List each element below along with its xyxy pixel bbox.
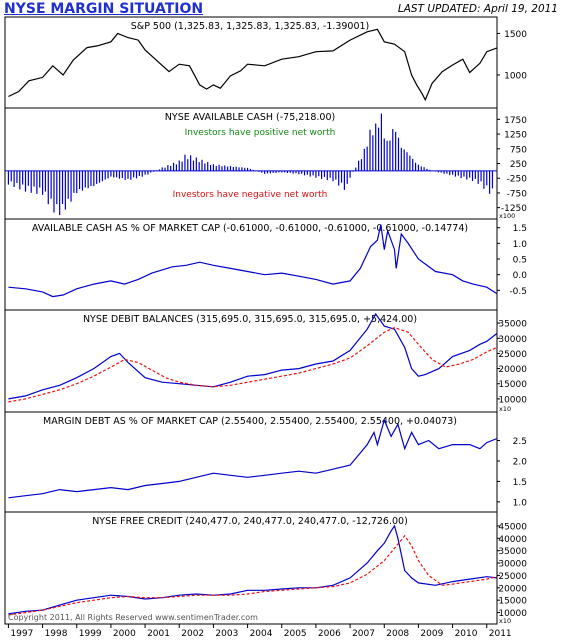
scale-note: x10 — [499, 617, 511, 625]
y-tick-label: 1.0 — [513, 498, 528, 508]
x-tick-label: 1999 — [79, 629, 102, 639]
x-tick-label: 2008 — [386, 629, 409, 639]
y-tick-label: 35000 — [498, 547, 527, 557]
y-tick-label: 20000 — [498, 365, 527, 375]
series-line-debit-balances-1 — [8, 326, 498, 403]
x-tick-label: 2007 — [352, 629, 375, 639]
panel-frame-debit-balances — [4, 309, 498, 413]
y-tick-label: 15000 — [498, 597, 527, 607]
page-title: NYSE MARGIN SITUATION — [4, 1, 204, 17]
series-line-sp500-0 — [8, 28, 498, 102]
y-tick-label: 30000 — [498, 335, 527, 345]
annotation-negative: Investors have negative net worth — [173, 190, 328, 200]
panel-frame-margin-debt-pct — [4, 411, 498, 513]
y-tick-label: 25000 — [498, 572, 527, 582]
y-tick-label: 750 — [510, 145, 527, 155]
y-tick-label: 0.0 — [513, 271, 528, 281]
panel-title-sp500: S&P 500 (1,325.83, 1,325.83, 1,325.83, -… — [131, 21, 370, 32]
last-updated: LAST UPDATED: April 19, 2011 — [398, 3, 558, 15]
panel-title-free-credit: NYSE FREE CREDIT (240,477.0, 240,477.0, … — [92, 516, 408, 527]
scale-note: x10 — [499, 405, 511, 413]
x-tick-label: 2011 — [489, 629, 512, 639]
x-tick-label: 1998 — [45, 629, 68, 639]
x-tick-label: 2010 — [455, 629, 478, 639]
last-updated-label: LAST UPDATED: — [397, 3, 481, 15]
series-line-margin-debt-pct-0 — [8, 418, 498, 499]
x-tick-label: 2002 — [181, 629, 204, 639]
y-tick-label: 1500 — [504, 30, 527, 40]
panel-title-debit-balances: NYSE DEBIT BALANCES (315,695.0, 315,695.… — [83, 314, 417, 325]
y-tick-label: -750 — [507, 189, 528, 199]
y-tick-label: -0.5 — [509, 287, 527, 297]
series-line-free-credit-0 — [8, 524, 498, 615]
y-tick-label: 1.0 — [513, 240, 528, 250]
y-tick-label: 0.5 — [513, 256, 527, 266]
x-tick-label: 2001 — [147, 629, 170, 639]
series-line-debit-balances-0 — [8, 312, 498, 400]
y-tick-label: 15000 — [498, 380, 527, 390]
x-tick-label: 2009 — [420, 629, 443, 639]
y-tick-label: 30000 — [498, 560, 527, 570]
annotation-positive: Investors have positive net worth — [185, 128, 336, 138]
y-tick-label: 35000 — [498, 320, 527, 330]
series-line-free-credit-1 — [8, 534, 498, 616]
y-tick-label: 25000 — [498, 350, 527, 360]
y-tick-label: 1.5 — [513, 224, 527, 234]
series-line-cash-pct-mktcap-0 — [8, 224, 498, 298]
panel-title-margin-debt-pct: MARGIN DEBT AS % OF MARKET CAP (2.55400,… — [43, 416, 457, 427]
last-updated-date: April 19, 2011 — [483, 3, 558, 15]
x-tick-label: 2004 — [250, 629, 273, 639]
y-tick-label: 250 — [510, 160, 527, 170]
panel-title-cash-pct-mktcap: AVAILABLE CASH AS % OF MARKET CAP (-0.61… — [32, 223, 468, 234]
y-tick-label: 1750 — [504, 116, 527, 126]
y-tick-label: 2.5 — [513, 437, 527, 447]
y-tick-label: 1250 — [504, 131, 527, 141]
y-tick-label: 2.0 — [513, 457, 528, 467]
scale-note: x100 — [499, 212, 515, 220]
panel-frame-available-cash — [4, 107, 498, 220]
x-tick-label: 2003 — [215, 629, 238, 639]
y-tick-label: -1250 — [501, 204, 527, 214]
y-tick-label: 20000 — [498, 584, 527, 594]
y-tick-label: 10000 — [498, 395, 527, 405]
y-tick-label: -250 — [507, 175, 528, 185]
y-tick-label: 40000 — [498, 535, 527, 545]
y-tick-label: 45000 — [498, 522, 527, 532]
y-tick-label: 10000 — [498, 609, 527, 619]
y-tick-label: 1000 — [504, 71, 527, 81]
x-tick-label: 2005 — [284, 629, 307, 639]
y-tick-label: 1.5 — [513, 478, 527, 488]
copyright-footer: Copyright 2011, All Rights Reserved www.… — [8, 613, 258, 622]
x-tick-label: 2000 — [113, 629, 136, 639]
x-tick-label: 2006 — [318, 629, 341, 639]
panel-title-available-cash: NYSE AVAILABLE CASH (-75,218.00) — [165, 112, 335, 123]
x-tick-label: 1997 — [10, 629, 33, 639]
panel-frame-free-credit — [4, 511, 498, 625]
